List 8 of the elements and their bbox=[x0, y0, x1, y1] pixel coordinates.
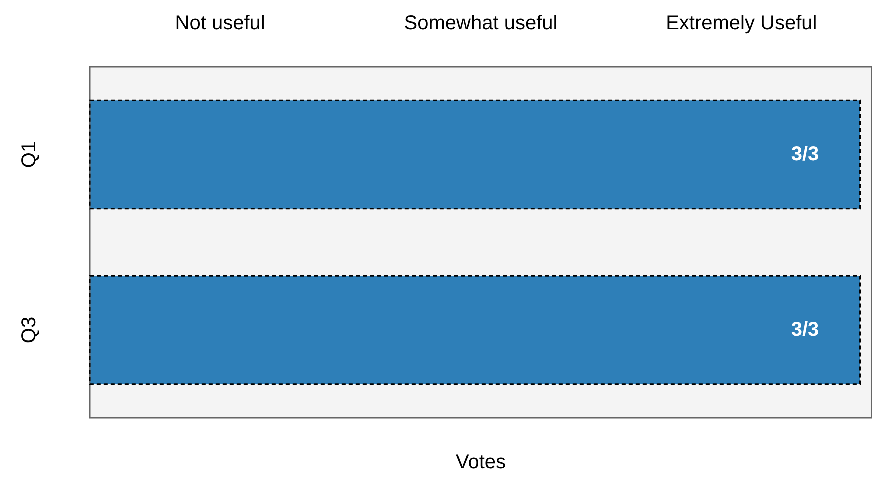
x-axis-title: Votes bbox=[456, 452, 506, 474]
data-label: 3/3 bbox=[791, 143, 820, 166]
data-label: 3/3 bbox=[791, 318, 820, 341]
text: Somewhat useful bbox=[404, 12, 558, 35]
y-tick-label: Q1 bbox=[18, 141, 41, 168]
text: Not useful bbox=[175, 12, 266, 35]
text: Extremely Useful bbox=[666, 12, 818, 35]
y-tick-label: Q3 bbox=[18, 316, 41, 344]
